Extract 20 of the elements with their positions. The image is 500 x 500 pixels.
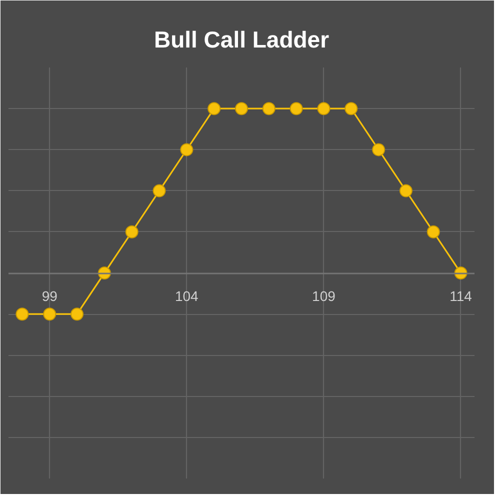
point [262,102,276,116]
point [235,102,248,116]
point [70,308,84,321]
chart-title: Bull Call Ladder [154,26,330,52]
point [125,225,138,238]
point [180,143,194,156]
point [152,184,166,198]
point [344,102,358,116]
x-tick-label: 99 [42,288,58,304]
point [317,102,330,116]
point [208,102,221,116]
point [426,225,440,238]
point [399,184,412,198]
x-tick-label: 104 [174,288,199,304]
point [16,308,29,321]
point [43,308,56,321]
point [372,143,386,156]
point [290,102,303,116]
x-tick-label: 109 [312,288,336,304]
x-tick-label: 114 [450,288,472,304]
